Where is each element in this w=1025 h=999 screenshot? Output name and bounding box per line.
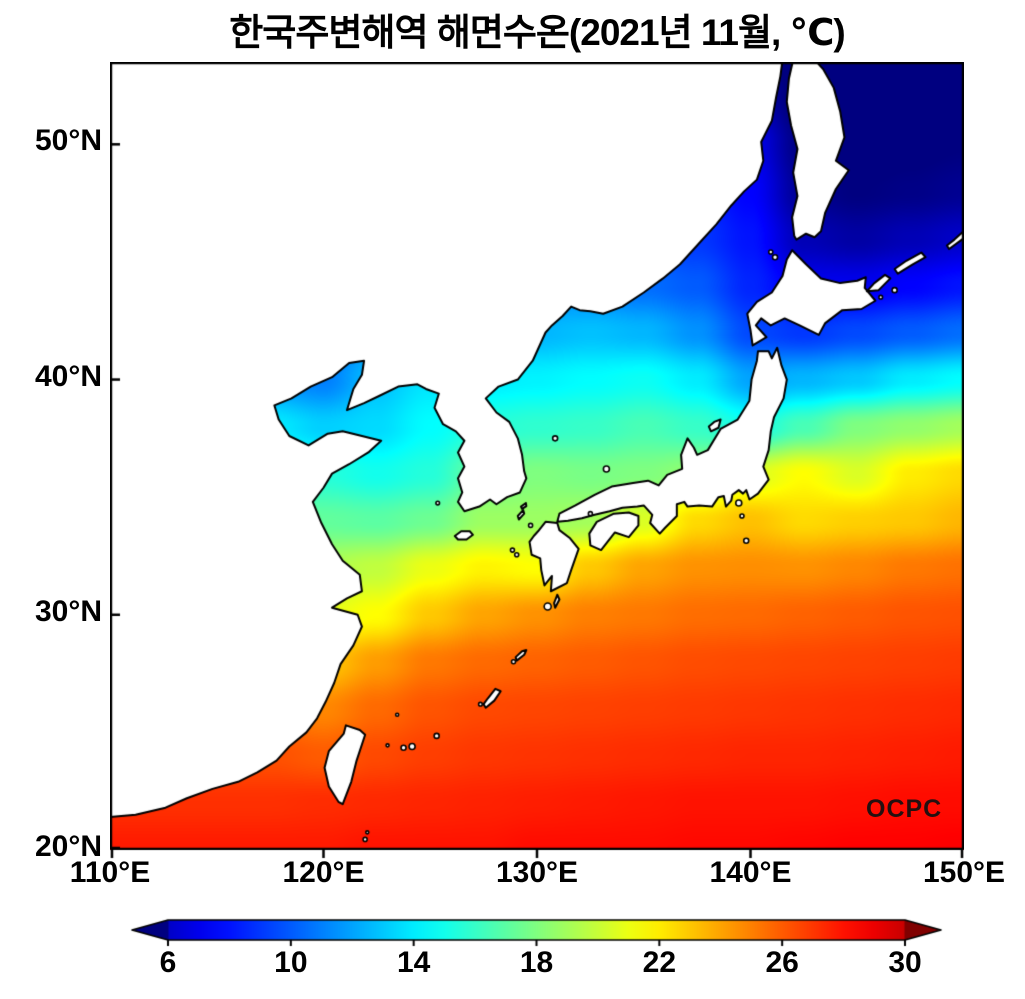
x-tick-label-130: 130°E xyxy=(495,856,579,889)
y-tick-label-30: 30°N xyxy=(34,594,102,628)
x-tick-label-110: 110°E xyxy=(69,856,151,889)
colorbar-tick-label-26: 26 xyxy=(765,946,799,979)
watermark-ocpc: OCPC xyxy=(866,795,943,823)
colorbar-canvas xyxy=(115,908,960,948)
colorbar-tick-label-10: 10 xyxy=(274,946,308,979)
colorbar-tick-label-6: 6 xyxy=(159,946,177,979)
chart-title: 한국주변해역 해면수온(2021년 11월, ℃) xyxy=(229,12,845,53)
x-tick-label-150: 150°E xyxy=(922,856,1006,889)
y-tick-label-50: 50°N xyxy=(34,124,102,158)
colorbar-tick-label-22: 22 xyxy=(642,946,677,979)
colorbar-tick-label-18: 18 xyxy=(519,946,554,979)
x-tick-label-140: 140°E xyxy=(709,856,792,889)
y-tick-label-20: 20°N xyxy=(34,830,102,863)
x-tick-label-120: 120°E xyxy=(282,856,365,889)
colorbar-tick-label-14: 14 xyxy=(396,946,431,979)
sst-map-canvas xyxy=(110,62,964,860)
colorbar-tick-label-30: 30 xyxy=(888,946,922,979)
y-tick-label-40: 40°N xyxy=(34,359,102,393)
